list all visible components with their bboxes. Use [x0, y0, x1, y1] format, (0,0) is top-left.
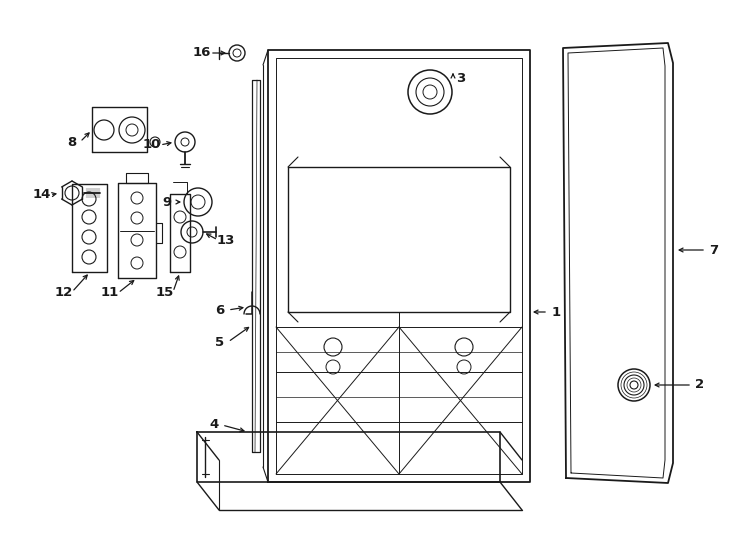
Text: 14: 14 [33, 188, 51, 201]
Text: 11: 11 [101, 287, 119, 300]
Text: 16: 16 [193, 46, 211, 59]
Text: 3: 3 [457, 71, 465, 84]
Text: 15: 15 [156, 286, 174, 299]
Text: 7: 7 [710, 244, 719, 256]
Text: 8: 8 [68, 136, 76, 148]
Text: 13: 13 [217, 233, 235, 246]
Text: 6: 6 [215, 303, 225, 316]
Text: 9: 9 [162, 195, 172, 208]
Text: 2: 2 [695, 379, 705, 392]
Text: 5: 5 [216, 335, 225, 348]
Text: 4: 4 [209, 418, 219, 431]
Text: 12: 12 [55, 286, 73, 299]
Text: 1: 1 [551, 306, 561, 319]
Text: 10: 10 [143, 138, 161, 152]
